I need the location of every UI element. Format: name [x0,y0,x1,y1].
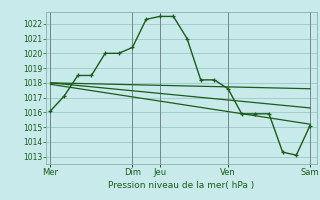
X-axis label: Pression niveau de la mer( hPa ): Pression niveau de la mer( hPa ) [108,181,255,190]
